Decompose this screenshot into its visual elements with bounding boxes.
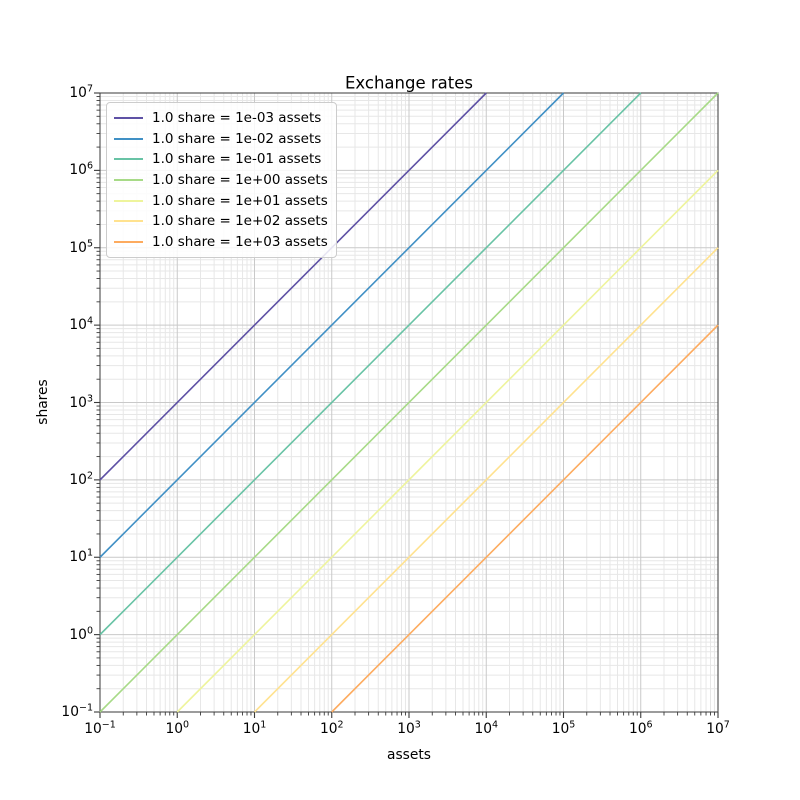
legend-entry: 1.0 share = 1e-01 assets: [114, 149, 328, 170]
y-tick-label: 103: [69, 392, 93, 411]
axis-ticks: [94, 92, 719, 718]
x-tick-label: 102: [319, 719, 344, 737]
series-line: [99, 92, 642, 636]
legend-entry: 1.0 share = 1e+01 assets: [114, 190, 328, 211]
y-tick-label: 101: [69, 547, 93, 566]
x-axis-label: assets: [387, 747, 431, 763]
series-line: [99, 92, 719, 713]
legend-entry-label: 1.0 share = 1e+03 assets: [152, 233, 328, 250]
series-line: [253, 247, 719, 713]
legend-entry: 1.0 share = 1e-03 assets: [114, 108, 328, 129]
legend-line-swatch: [114, 137, 143, 140]
legend-entry: 1.0 share = 1e+00 assets: [114, 170, 328, 191]
x-tick-label: 105: [551, 719, 576, 737]
y-tick-label: 104: [69, 315, 93, 334]
x-tick-label: 106: [628, 719, 653, 737]
legend-line-swatch: [114, 220, 143, 223]
x-tick-label: 10−1: [84, 719, 116, 737]
legend-entry-label: 1.0 share = 1e+01 assets: [152, 192, 328, 209]
legend-entry-label: 1.0 share = 1e-01 assets: [152, 151, 322, 168]
legend-entry-label: 1.0 share = 1e+00 assets: [152, 172, 328, 189]
legend-entry: 1.0 share = 1e+03 assets: [114, 232, 328, 253]
legend-line-swatch: [114, 179, 143, 182]
y-tick-label: 10−1: [61, 702, 93, 720]
series-line: [331, 324, 719, 713]
x-tick-label: 103: [397, 719, 421, 737]
y-tick-label: 100: [69, 625, 93, 643]
legend-line-swatch: [114, 199, 143, 202]
series-line: [176, 169, 719, 713]
legend-line-swatch: [114, 240, 143, 243]
x-tick-label: 100: [165, 719, 190, 737]
x-tick-label: 104: [474, 719, 499, 737]
x-tick-label: 101: [242, 719, 267, 737]
chart-title: Exchange rates: [345, 73, 473, 93]
legend-line-swatch: [114, 158, 143, 161]
series-lines: [99, 92, 719, 713]
series-line: [99, 92, 487, 481]
y-tick-label: 105: [69, 238, 93, 256]
legend-entry-label: 1.0 share = 1e-03 assets: [152, 110, 322, 127]
legend: 1.0 share = 1e-03 assets 1.0 share = 1e-0…: [106, 102, 337, 259]
y-tick-label: 106: [69, 160, 93, 179]
x-tick-label: 107: [706, 719, 730, 737]
series-line: [99, 92, 565, 558]
legend-entry-label: 1.0 share = 1e+02 assets: [152, 213, 328, 230]
legend-entry-label: 1.0 share = 1e-02 assets: [152, 130, 322, 147]
legend-line-swatch: [114, 117, 143, 120]
y-tick-label: 102: [69, 470, 93, 488]
legend-entry: 1.0 share = 1e+02 assets: [114, 211, 328, 232]
legend-entry: 1.0 share = 1e-02 assets: [114, 129, 328, 150]
y-tick-label: 107: [69, 83, 93, 101]
